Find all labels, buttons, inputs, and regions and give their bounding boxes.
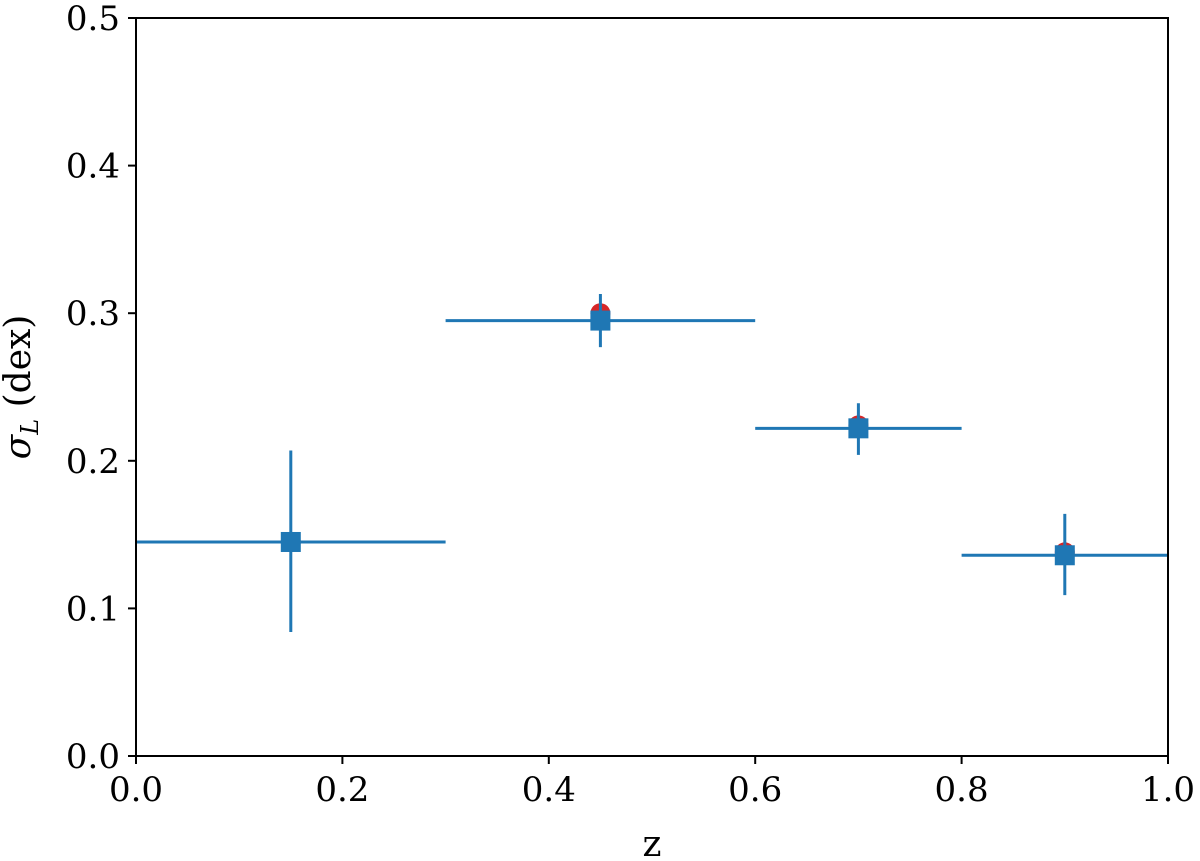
y-axis-label: σL (dex) xyxy=(0,315,44,460)
axis-ticks: 0.0 0.2 0.4 0.6 0.8 1.0 0.0 0.1 0.2 0.3 0.4 0.5 xyxy=(66,0,1195,810)
x-axis-label: z xyxy=(643,824,662,861)
y-axis-label-subscript: L xyxy=(16,419,44,436)
y-tick-label: 0.2 xyxy=(66,442,120,482)
data-marks xyxy=(136,294,1168,633)
blue-square-point xyxy=(1054,545,1075,566)
y-axis-label-unit: (dex) xyxy=(0,315,39,419)
blue-square-point xyxy=(848,418,869,439)
y-tick-label: 0.3 xyxy=(66,294,120,334)
y-axis-label-symbol: σ xyxy=(0,433,39,459)
y-tick-label: 0.1 xyxy=(66,589,120,629)
x-tick-label: 0.6 xyxy=(728,770,782,810)
y-tick-label: 0.4 xyxy=(66,147,120,187)
y-tick-label: 0.5 xyxy=(66,0,120,39)
x-tick-label: 0.2 xyxy=(315,770,369,810)
x-tick-label: 0.0 xyxy=(109,770,163,810)
plot-frame xyxy=(135,17,1169,757)
blue-square-point xyxy=(590,310,611,331)
x-tick-label: 0.4 xyxy=(522,770,576,810)
x-tick-label: 1.0 xyxy=(1141,770,1195,810)
x-tick-label: 0.8 xyxy=(935,770,989,810)
y-tick-label: 0.0 xyxy=(66,737,120,777)
blue-square-point xyxy=(280,531,301,552)
